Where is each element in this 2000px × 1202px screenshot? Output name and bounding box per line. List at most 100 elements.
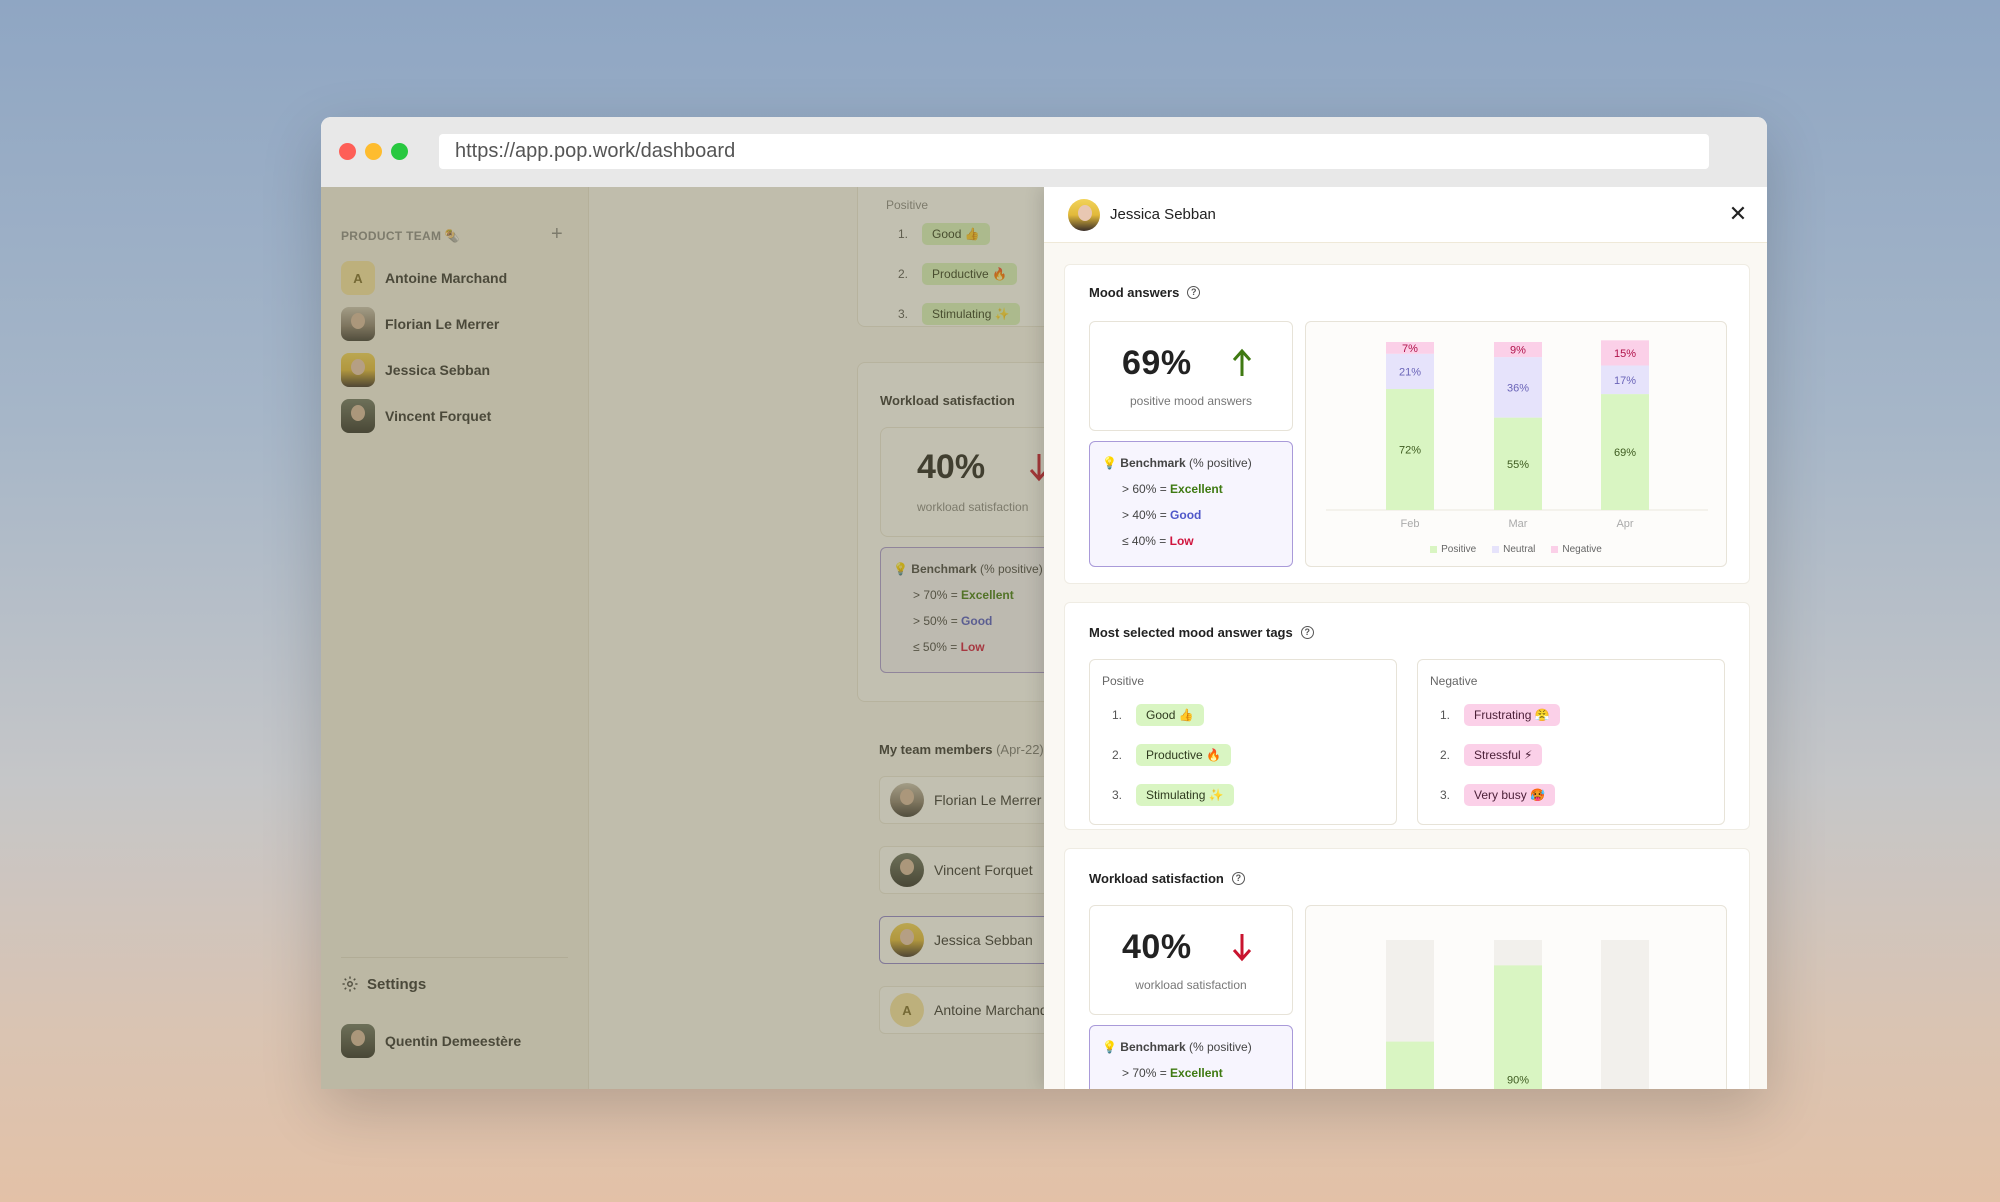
legend-negative: Negative xyxy=(1551,544,1602,555)
benchmark-line: ≤ 50% = Low xyxy=(913,640,985,654)
tag: Productive 🔥 xyxy=(922,263,1017,285)
sidebar-member-jessica[interactable]: Jessica Sebban xyxy=(341,353,490,387)
x-tick-label: Apr xyxy=(1616,518,1633,530)
data-label: 36% xyxy=(1507,382,1529,394)
maximize-window-button[interactable] xyxy=(391,143,408,160)
bar-negative-apr xyxy=(1601,340,1649,366)
current-user-name: Quentin Demeestère xyxy=(385,1033,522,1049)
tag: Good 👍 xyxy=(1136,704,1204,726)
bar-positive-feb xyxy=(1386,389,1434,510)
settings-link[interactable]: Settings xyxy=(341,975,426,993)
help-icon[interactable]: ? xyxy=(1187,286,1201,299)
mood-subtitle: positive mood answers xyxy=(1129,394,1253,408)
legend-neutral: Neutral xyxy=(1492,544,1535,555)
member-detail-drawer: Jessica Sebban ✕ Mood answers ? 69% posi… xyxy=(1044,187,1767,1089)
positive-tags-box: Positive 1. Good 👍 2. Productive 🔥 3. Stimu… xyxy=(1089,659,1397,825)
sidebar-member-antoine[interactable]: A Antoine Marchand xyxy=(341,261,507,295)
data-label: 7% xyxy=(1402,343,1418,355)
team-member-florian[interactable]: Florian Le Merrer xyxy=(879,776,1069,824)
sidebar: PRODUCT TEAM 🌯 + A Antoine Marchand Flor… xyxy=(321,187,589,1089)
avatar xyxy=(890,853,924,887)
data-label: 9% xyxy=(1510,345,1526,357)
data-label: 90% xyxy=(1507,1075,1529,1087)
sidebar-member-florian[interactable]: Florian Le Merrer xyxy=(341,307,499,341)
member-name: Florian Le Merrer xyxy=(385,316,500,332)
mood-benchmark: 💡 Benchmark (% positive) > 60% = Excelle… xyxy=(1089,441,1293,567)
minimize-window-button[interactable] xyxy=(365,143,382,160)
avatar xyxy=(1068,199,1100,231)
list-item: 2. Productive 🔥 xyxy=(1112,744,1231,766)
help-icon[interactable]: ? xyxy=(1231,872,1245,885)
list-item: 3. Stimulating ✨ xyxy=(1112,784,1234,806)
avatar xyxy=(890,783,924,817)
mood-chart-svg: 72% 21% 7% Feb 55% 36% 9% Mar 69% 17% 15% Apr xyxy=(1326,340,1708,530)
benchmark-line: > 70% = Excellent xyxy=(913,588,1014,602)
list-item: 3. Very busy 🥵 xyxy=(1440,784,1555,806)
mood-tags-title: Most selected mood answer tags ? xyxy=(1089,625,1314,640)
benchmark-line: > 50% = Good xyxy=(913,614,993,628)
avatar xyxy=(341,353,375,387)
team-member-antoine[interactable]: A Antoine Marchand xyxy=(879,986,1069,1034)
team-members-title: My team members (Apr-22) xyxy=(879,742,1044,757)
team-member-vincent[interactable]: Vincent Forquet xyxy=(879,846,1069,894)
positive-tags-label: Positive xyxy=(1102,674,1145,688)
tag: Good 👍 xyxy=(922,223,990,245)
avatar: A xyxy=(341,261,375,295)
legend-positive: Positive xyxy=(1430,544,1476,555)
data-label: 72% xyxy=(1399,445,1421,457)
workload-chart-svg: 60%90%40% xyxy=(1386,940,1649,1089)
workload-title: Workload satisfaction xyxy=(880,393,1015,408)
url-bar[interactable]: https://app.pop.work/dashboard xyxy=(439,134,1709,169)
workload-title: Workload satisfaction ? xyxy=(1089,871,1245,886)
tag: Stimulating ✨ xyxy=(922,303,1020,325)
sidebar-member-vincent[interactable]: Vincent Forquet xyxy=(341,399,491,433)
member-name: Vincent Forquet xyxy=(385,408,492,424)
browser-chrome: https://app.pop.work/dashboard xyxy=(321,117,1767,187)
benchmark-line: > 40% = Good xyxy=(1122,508,1202,522)
benchmark-line: > 70% = Excellent xyxy=(1122,1066,1223,1080)
workload-percent: 40% xyxy=(1122,928,1192,966)
bar-neutral-apr xyxy=(1601,365,1649,395)
data-label: 21% xyxy=(1399,366,1421,378)
browser-window: https://app.pop.work/dashboard PRODUCT T… xyxy=(321,117,1767,1089)
list-item: 1. Frustrating 😤 xyxy=(1440,704,1560,726)
tag: Productive 🔥 xyxy=(1136,744,1231,766)
data-label: 15% xyxy=(1614,348,1636,360)
benchmark-title: 💡 Benchmark (% positive) xyxy=(893,562,1043,576)
arrow-up-icon xyxy=(1232,348,1252,376)
team-title: PRODUCT TEAM 🌯 xyxy=(341,229,461,243)
workload-subtitle: workload satisfaction xyxy=(917,500,1029,514)
negative-tags-box: Negative 1. Frustrating 😤 2. Stressful ⚡ 3… xyxy=(1417,659,1725,825)
mood-stat-box: 69% positive mood answers xyxy=(1089,321,1293,431)
x-tick-label: Feb xyxy=(1401,518,1420,530)
avatar xyxy=(890,923,924,957)
positive-label: Positive xyxy=(886,198,929,212)
mood-answers-card: Mood answers ? 69% positive mood answers… xyxy=(1064,264,1750,584)
close-window-button[interactable] xyxy=(339,143,356,160)
data-label: 55% xyxy=(1507,459,1529,471)
avatar xyxy=(341,307,375,341)
x-tick-label: Mar xyxy=(1509,518,1528,530)
close-icon[interactable]: ✕ xyxy=(1728,201,1748,226)
bar-track-apr xyxy=(1601,940,1649,1089)
bar-negative-mar xyxy=(1494,342,1542,358)
bar-neutral-feb xyxy=(1386,353,1434,390)
plus-icon[interactable]: + xyxy=(551,223,563,245)
bar-negative-feb xyxy=(1386,342,1434,354)
bar-positive-mar xyxy=(1494,417,1542,510)
member-name: Vincent Forquet xyxy=(934,862,1033,878)
mood-answers-title: Mood answers ? xyxy=(1089,285,1201,300)
workload-chart: 60% 90% 40% xyxy=(1305,905,1727,1089)
team-member-jessica[interactable]: Jessica Sebban xyxy=(879,916,1069,964)
list-item: 2. Productive 🔥 xyxy=(898,263,1017,285)
sidebar-divider xyxy=(341,957,568,958)
benchmark-line: > 60% = Excellent xyxy=(1122,482,1223,496)
member-name: Antoine Marchand xyxy=(385,270,508,286)
current-user[interactable]: Quentin Demeestère xyxy=(341,1024,521,1058)
help-icon[interactable]: ? xyxy=(1300,626,1314,639)
gear-icon xyxy=(342,976,358,992)
settings-label: Settings xyxy=(367,975,427,993)
chart-legend: Positive Neutral Negative xyxy=(1306,544,1726,555)
member-name: Jessica Sebban xyxy=(385,362,491,378)
mood-tags-card: Most selected mood answer tags ? Positiv… xyxy=(1064,602,1750,830)
